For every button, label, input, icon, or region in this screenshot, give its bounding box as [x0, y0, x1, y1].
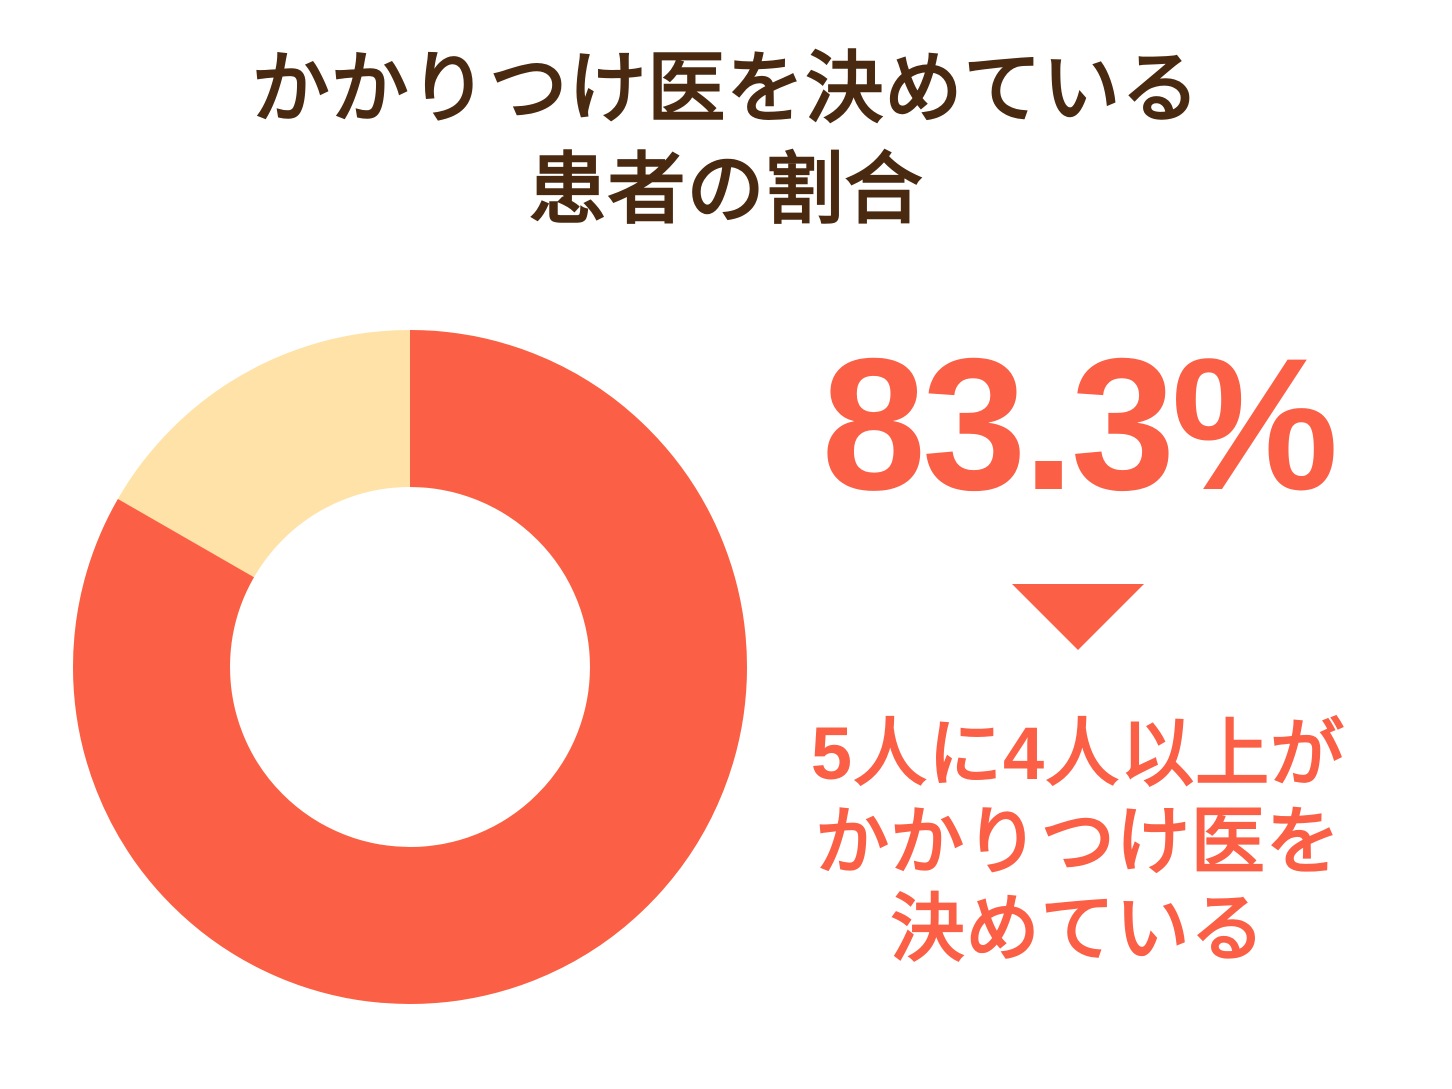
chart-title-line1: かかりつけ医を決めている	[251, 44, 1201, 132]
arrow-down-icon	[1012, 584, 1144, 650]
annotation-text: 5人に4人以上が かかりつけ医を 決めている	[742, 710, 1414, 973]
donut-chart-svg	[73, 330, 747, 1004]
annotation-line2: かかりつけ医を	[815, 799, 1341, 883]
chart-title: かかりつけ医を決めている 患者の割合	[0, 38, 1452, 241]
donut-chart	[73, 330, 747, 1004]
percent-value: 83.3%	[821, 319, 1338, 529]
chart-title-line2: 患者の割合	[528, 145, 924, 234]
annotation-line1: 5人に4人以上が	[810, 712, 1346, 795]
donut-segment-main	[73, 330, 747, 1004]
annotation-line3: 決めている	[890, 887, 1266, 971]
callout-column: 83.3% 5人に4人以上が かかりつけ医を 決めている	[742, 330, 1414, 973]
